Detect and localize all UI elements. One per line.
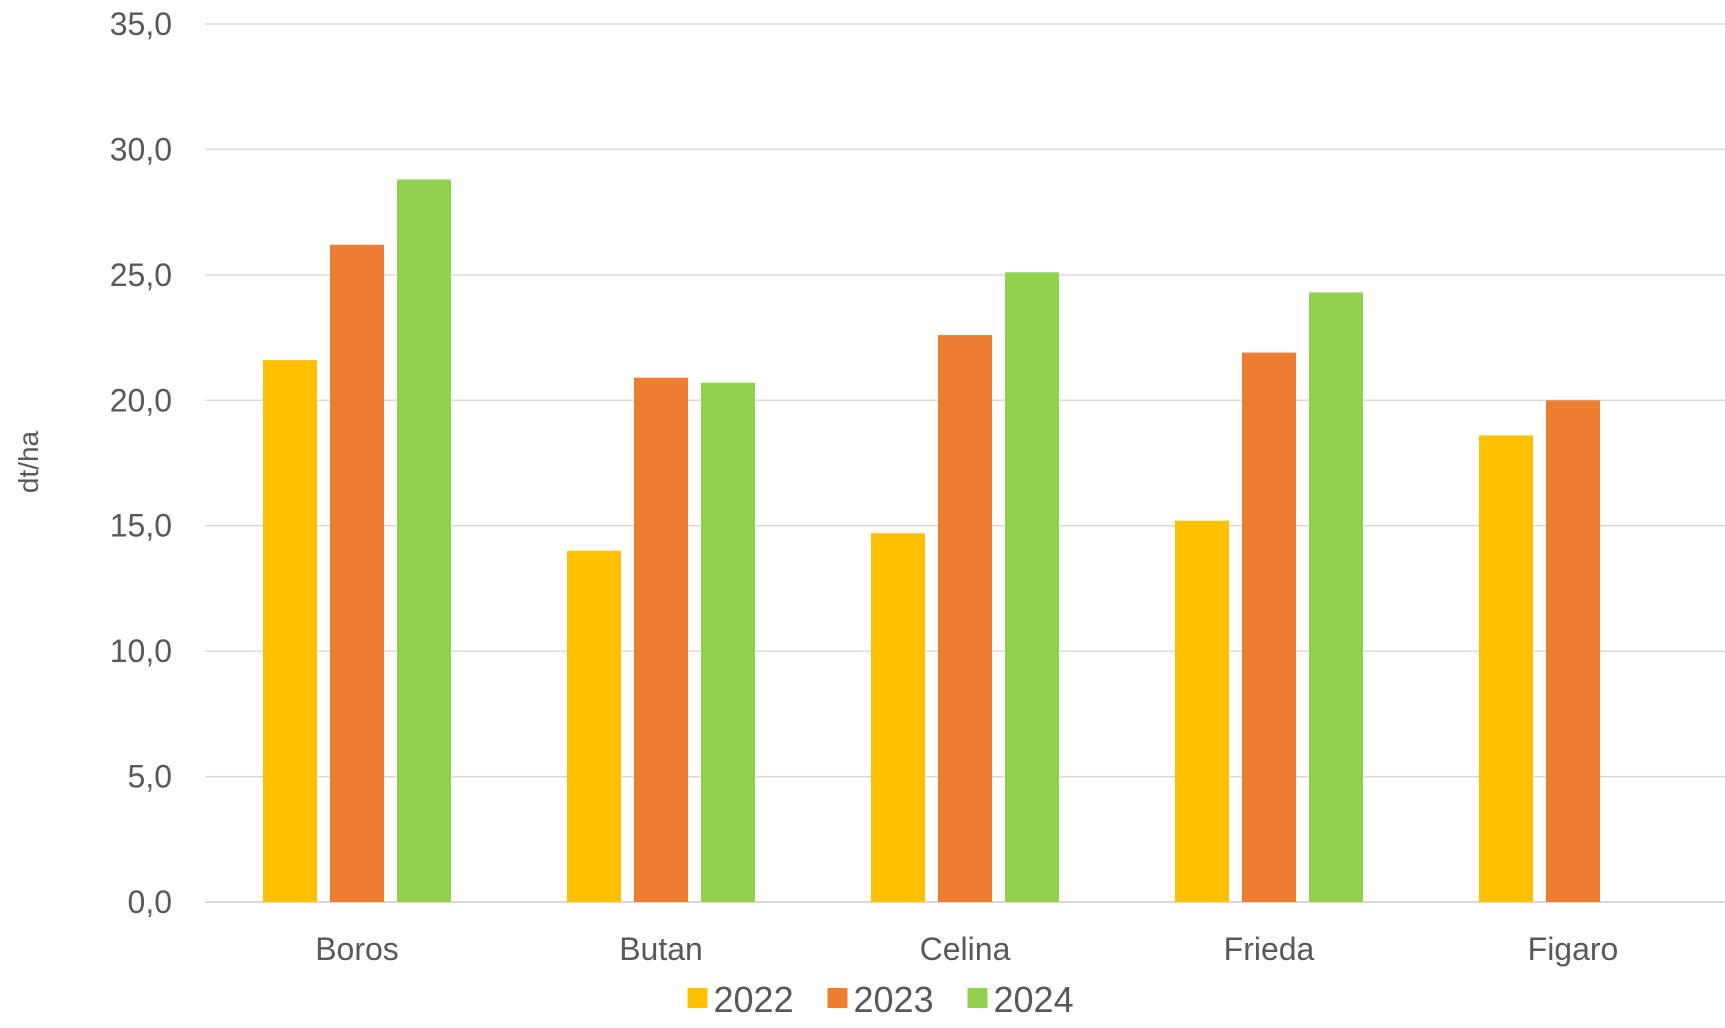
bar-boros-2024 — [397, 179, 451, 902]
x-category-label: Butan — [619, 931, 703, 967]
y-tick-label: 30,0 — [110, 131, 172, 167]
bar-butan-2024 — [701, 382, 755, 902]
x-category-label: Boros — [315, 931, 399, 967]
bar-boros-2022 — [263, 360, 317, 902]
x-axis-categories: Boros Butan Celina Frieda Figaro — [315, 931, 1618, 967]
y-axis-ticks: 0,0 5,0 10,0 15,0 20,0 25,0 30,0 35,0 — [110, 6, 172, 920]
y-tick-label: 0,0 — [128, 884, 172, 920]
bar-celina-2022 — [871, 533, 925, 902]
y-tick-label: 15,0 — [110, 508, 172, 544]
bar-frieda-2022 — [1175, 520, 1229, 902]
bar-butan-2023 — [634, 377, 688, 902]
bar-figaro-2023 — [1546, 400, 1600, 902]
bar-boros-2023 — [330, 244, 384, 903]
y-tick-label: 5,0 — [128, 759, 172, 795]
legend-label: 2022 — [714, 979, 794, 1020]
legend: 2022 2023 2024 — [687, 979, 1074, 1020]
y-tick-label: 20,0 — [110, 382, 172, 418]
y-tick-label: 10,0 — [110, 633, 172, 669]
bar-frieda-2024 — [1309, 292, 1363, 903]
bar-butan-2022 — [567, 550, 621, 902]
x-category-label: Figaro — [1528, 931, 1619, 967]
y-tick-label: 35,0 — [110, 6, 172, 42]
bars — [263, 179, 1600, 903]
legend-swatch-2024 — [967, 988, 988, 1008]
bar-figaro-2022 — [1479, 435, 1533, 902]
legend-swatch-2023 — [827, 988, 848, 1008]
bar-frieda-2023 — [1242, 352, 1296, 902]
x-category-label: Frieda — [1224, 931, 1315, 967]
bar-celina-2024 — [1005, 272, 1059, 902]
bar-celina-2023 — [938, 335, 992, 902]
legend-swatch-2022 — [687, 988, 708, 1008]
y-tick-label: 25,0 — [110, 257, 172, 293]
legend-label: 2024 — [994, 979, 1074, 1020]
legend-label: 2023 — [854, 979, 934, 1020]
y-axis-title: dt/ha — [13, 430, 44, 493]
x-category-label: Celina — [920, 931, 1011, 967]
